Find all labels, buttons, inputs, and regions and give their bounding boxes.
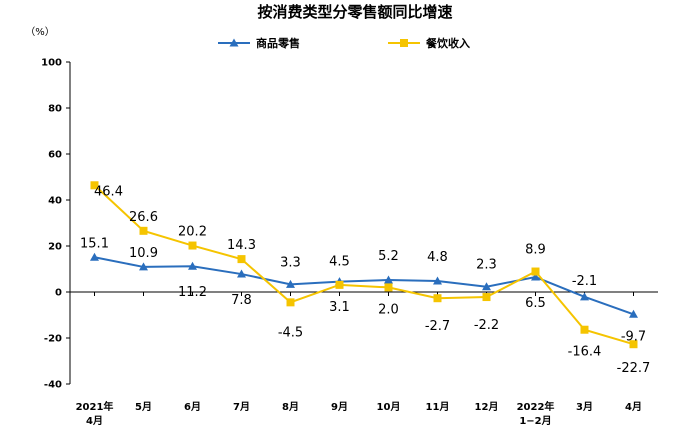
data-point: [433, 294, 442, 303]
data-label: 8.9: [525, 243, 546, 258]
x-tick-label: 8月: [282, 401, 299, 413]
data-point: [237, 255, 246, 264]
data-label: -22.7: [617, 361, 651, 376]
data-point: [580, 292, 589, 301]
data-label: 4.5: [329, 255, 350, 270]
data-label: 3.3: [280, 255, 301, 270]
data-label: 3.1: [329, 300, 350, 315]
data-labels: 15.1 10.9 11.2 7.8 3.3 4.5 5.2 4.8 2.3 6.5 -2.1 -9.…: [80, 184, 650, 376]
data-label: -16.4: [568, 345, 602, 360]
data-label: -2.7: [425, 319, 450, 334]
y-tick-label: 0: [55, 288, 62, 299]
data-label: -4.5: [278, 325, 303, 340]
legend-marker: [400, 39, 408, 47]
legend-label: 餐饮收入: [425, 36, 470, 50]
x-axis-ticks: 2021年 4月 5月 6月 7月 8月 9月 10月 11月 12月 2022年 1−2月 3月 4月: [76, 292, 642, 427]
x-tick-label: 7月: [233, 401, 250, 413]
legend-label: 商品零售: [256, 36, 300, 50]
axes: [69, 62, 658, 384]
data-label: 6.5: [525, 296, 546, 311]
x-tick-label: 2021年 4月: [76, 400, 114, 427]
x-tick-label: 6月: [184, 401, 201, 413]
x-tick-label: 4月: [625, 401, 642, 413]
data-label: -9.7: [621, 329, 646, 344]
data-label: -2.2: [474, 318, 499, 333]
data-point: [629, 340, 638, 349]
y-tick-label: 40: [48, 196, 62, 207]
data-point: [188, 261, 197, 270]
data-label: 2.3: [476, 258, 497, 273]
y-tick-label: 100: [41, 58, 62, 69]
data-label: 5.2: [378, 249, 399, 264]
x-tick-label: 5月: [135, 401, 152, 413]
legend: 商品零售 餐饮收入: [218, 36, 470, 50]
data-point: [90, 181, 99, 190]
data-label: -2.1: [572, 274, 597, 289]
data-point: [90, 252, 99, 261]
data-point: [286, 279, 295, 288]
chart-title: 按消费类型分零售额同比增速: [257, 3, 452, 21]
y-axis-ticks: 100 80 60 40 20 0 -20 -40: [41, 58, 70, 391]
data-point: [384, 275, 393, 284]
data-point: [629, 309, 638, 318]
data-point: [433, 276, 442, 285]
data-point: [335, 280, 344, 289]
y-unit-label: （%）: [25, 26, 55, 38]
legend-marker: [229, 38, 239, 47]
x-tick-label: 3月: [576, 401, 593, 413]
x-tick-label: 10月: [377, 401, 401, 413]
data-point: [139, 226, 148, 235]
x-tick-label: 12月: [475, 401, 499, 413]
data-point: [482, 282, 491, 291]
data-point: [286, 298, 295, 307]
data-point: [384, 283, 393, 292]
data-point: [188, 241, 197, 250]
x-tick-label: 11月: [426, 401, 450, 413]
data-label: 11.2: [178, 285, 207, 300]
series-layer: [90, 181, 638, 349]
data-label: 15.1: [80, 236, 109, 251]
series-line-1: [93, 184, 634, 346]
x-tick-label: 9月: [331, 401, 348, 413]
y-tick-label: -40: [44, 380, 62, 391]
data-label: 2.0: [378, 302, 399, 317]
data-point: [482, 293, 491, 302]
data-point: [531, 272, 540, 281]
y-tick-label: 80: [48, 104, 62, 115]
data-point: [237, 269, 246, 278]
data-label: 10.9: [129, 246, 158, 261]
data-label: 20.2: [178, 225, 207, 240]
data-label: 7.8: [231, 293, 252, 308]
y-tick-label: 60: [48, 150, 62, 161]
data-point: [139, 262, 148, 271]
data-point: [580, 325, 589, 334]
y-tick-label: 20: [48, 242, 62, 253]
data-label: 4.8: [427, 250, 448, 265]
data-label: 14.3: [227, 238, 256, 253]
x-tick-label: 2022年 1−2月: [517, 400, 555, 427]
data-label: 26.6: [129, 210, 158, 225]
y-tick-label: -20: [44, 334, 62, 345]
data-label: 46.4: [94, 184, 123, 199]
data-point: [531, 267, 540, 276]
